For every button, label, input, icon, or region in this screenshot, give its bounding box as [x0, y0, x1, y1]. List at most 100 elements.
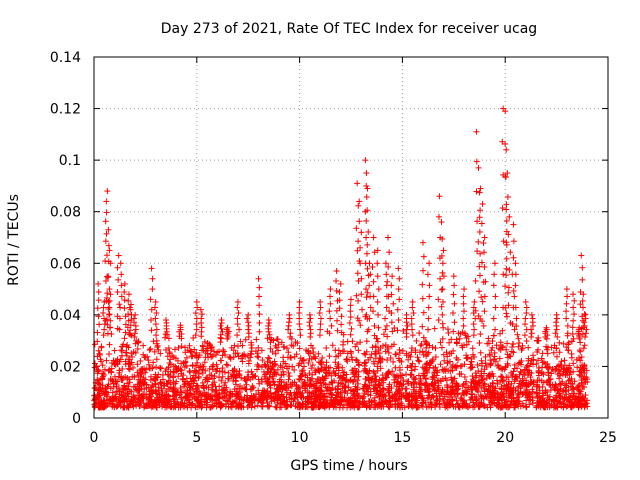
data-point	[286, 373, 293, 380]
data-point	[365, 228, 372, 235]
data-point	[115, 276, 122, 283]
data-point	[211, 373, 218, 380]
data-point	[383, 322, 390, 329]
data-point	[363, 338, 370, 345]
data-point	[492, 304, 499, 311]
data-point	[375, 311, 382, 318]
data-point	[267, 345, 274, 352]
data-point	[563, 300, 570, 307]
data-point	[315, 350, 322, 357]
data-point	[553, 345, 560, 352]
data-point	[451, 300, 458, 307]
data-point	[353, 292, 360, 299]
data-point	[296, 310, 303, 317]
data-point	[284, 345, 291, 352]
data-point	[167, 368, 174, 375]
data-point	[395, 265, 402, 272]
data-point	[477, 185, 484, 192]
data-point	[383, 271, 390, 278]
data-point	[463, 335, 470, 342]
data-point	[516, 340, 523, 347]
data-point	[521, 332, 528, 339]
data-point	[153, 364, 160, 371]
data-point	[440, 324, 447, 331]
data-point	[267, 359, 274, 366]
data-point	[188, 353, 195, 360]
data-point	[114, 289, 121, 296]
y-tick-label: 0	[72, 411, 81, 427]
data-point	[95, 280, 102, 287]
data-point	[534, 337, 541, 344]
data-point	[171, 346, 178, 353]
data-point	[132, 326, 139, 333]
data-point	[96, 321, 103, 328]
data-point	[579, 276, 586, 283]
data-point	[438, 344, 445, 351]
data-point	[469, 373, 476, 380]
data-point	[513, 323, 520, 330]
data-point	[275, 347, 282, 354]
data-point	[348, 350, 355, 357]
data-point	[507, 249, 514, 256]
data-point	[435, 317, 442, 324]
data-point	[254, 353, 261, 360]
data-point	[511, 293, 518, 300]
data-point	[460, 322, 467, 329]
data-point	[126, 366, 133, 373]
data-point	[296, 345, 303, 352]
data-point	[382, 326, 389, 333]
data-point	[442, 375, 449, 382]
data-point	[553, 326, 560, 333]
data-point	[575, 383, 582, 390]
data-point	[512, 376, 519, 383]
data-point	[94, 305, 101, 312]
data-point	[522, 298, 529, 305]
data-point	[266, 319, 273, 326]
data-point	[506, 266, 513, 273]
data-point	[363, 286, 370, 293]
data-point	[570, 304, 577, 311]
data-point	[100, 304, 107, 311]
data-point	[245, 319, 252, 326]
data-point	[223, 361, 230, 368]
data-point	[332, 359, 339, 366]
data-point	[416, 358, 423, 365]
data-point	[439, 286, 446, 293]
data-point	[115, 252, 122, 259]
data-point	[528, 333, 535, 340]
data-point	[476, 339, 483, 346]
data-point	[450, 273, 457, 280]
data-point	[502, 283, 509, 290]
data-point	[218, 319, 225, 326]
data-point	[95, 347, 102, 354]
data-point	[403, 319, 410, 326]
data-point	[374, 260, 381, 267]
data-point	[186, 368, 193, 375]
data-point	[234, 304, 241, 311]
data-point	[357, 339, 364, 346]
data-point	[355, 238, 362, 245]
x-tick-label: 15	[393, 430, 411, 446]
data-point	[363, 234, 370, 241]
data-point	[444, 326, 451, 333]
data-point	[473, 158, 480, 165]
data-point	[285, 322, 292, 329]
data-point	[492, 326, 499, 333]
data-point	[370, 234, 377, 241]
data-point	[333, 287, 340, 294]
data-point	[101, 326, 108, 333]
data-point	[417, 342, 424, 349]
data-point	[419, 348, 426, 355]
data-point	[388, 319, 395, 326]
data-point	[218, 357, 225, 364]
data-point	[461, 286, 468, 293]
data-point	[224, 362, 231, 369]
data-point	[439, 335, 446, 342]
data-point	[500, 238, 507, 245]
data-point	[201, 338, 208, 345]
data-point	[439, 311, 446, 318]
data-point	[354, 247, 361, 254]
data-point	[192, 310, 199, 317]
data-point	[355, 347, 362, 354]
data-point	[95, 289, 102, 296]
